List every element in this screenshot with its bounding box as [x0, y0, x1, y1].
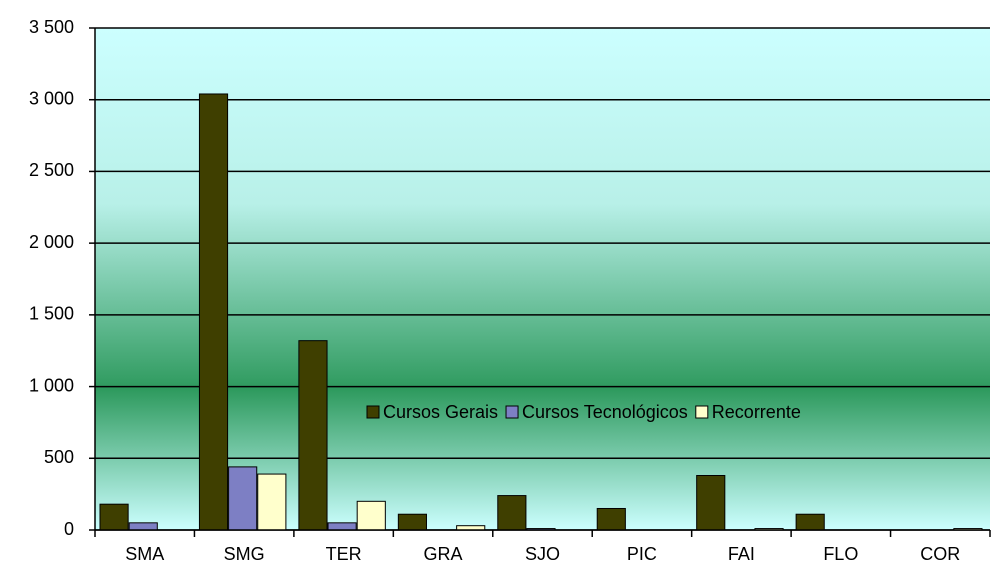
bar [696, 474, 726, 531]
plot-area [95, 28, 990, 530]
y-tick-label: 1 000 [29, 375, 74, 395]
legend-label: Cursos Tecnológicos [522, 402, 688, 422]
bar [99, 503, 129, 531]
bar [397, 513, 427, 531]
bar [327, 522, 357, 531]
y-tick-label: 2 500 [29, 160, 74, 180]
x-tick-label: SMA [125, 544, 164, 564]
legend-swatch [366, 405, 380, 419]
bar [795, 513, 825, 531]
legend-swatch [695, 405, 709, 419]
y-tick-label: 1 500 [29, 304, 74, 324]
bar [228, 466, 258, 531]
x-tick-label: FAI [728, 544, 755, 564]
y-tick-label: 500 [44, 447, 74, 467]
x-tick-label: SJO [525, 544, 560, 564]
bar [257, 473, 287, 531]
bar [298, 340, 328, 531]
x-tick-label: FLO [823, 544, 858, 564]
legend-label: Cursos Gerais [383, 402, 498, 422]
y-tick-label: 0 [64, 519, 74, 539]
y-tick-label: 3 500 [29, 17, 74, 37]
bar [596, 507, 626, 531]
x-tick-label: GRA [424, 544, 463, 564]
bar [497, 495, 527, 531]
legend-label: Recorrente [712, 402, 801, 422]
bar [198, 93, 229, 531]
bar [128, 522, 158, 531]
x-tick-label: PIC [627, 544, 657, 564]
x-tick-label: SMG [224, 544, 265, 564]
bar [356, 500, 386, 531]
y-tick-label: 3 000 [29, 88, 74, 108]
legend-swatch [505, 405, 519, 419]
x-tick-label: TER [326, 544, 362, 564]
y-tick-label: 2 000 [29, 232, 74, 252]
x-tick-label: COR [920, 544, 960, 564]
